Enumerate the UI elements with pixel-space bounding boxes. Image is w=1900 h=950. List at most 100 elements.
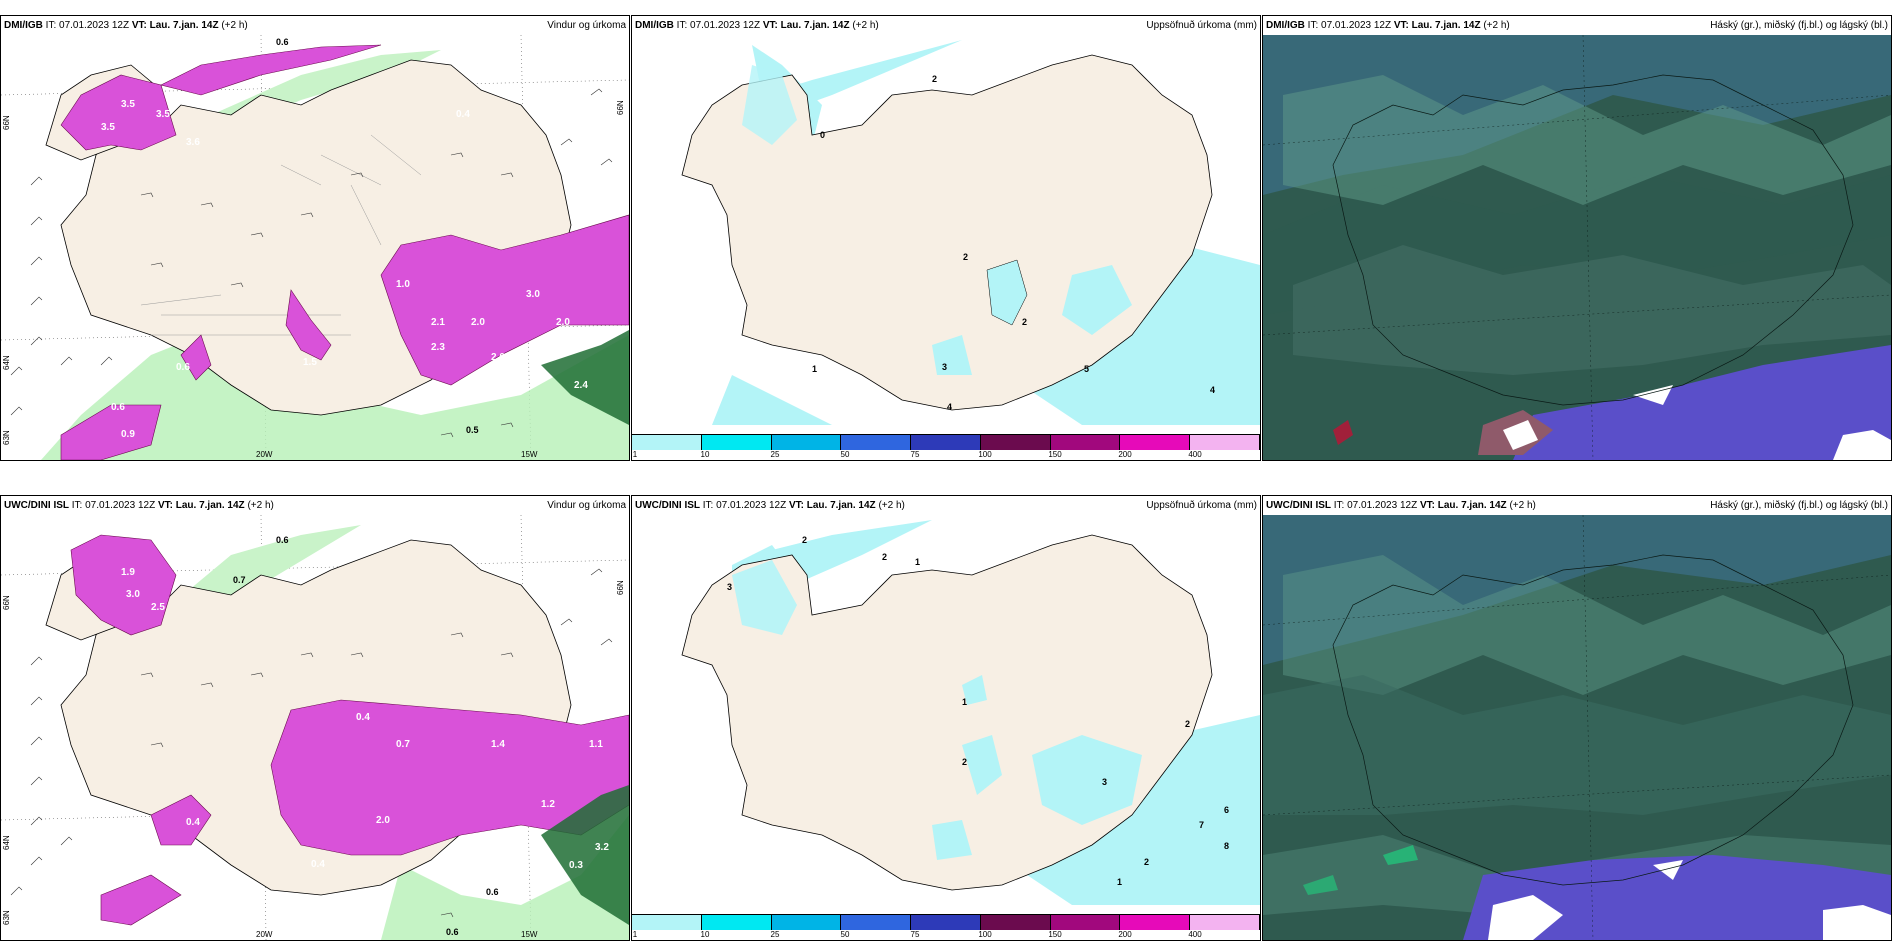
panel-uwc-wind-precip: UWC/DINI ISL IT: 07.01.2023 12Z VT: Lau.… <box>0 495 630 941</box>
panel-header: DMI/IGB IT: 07.01.2023 12Z VT: Lau. 7.ja… <box>1 16 629 35</box>
value-label: 4 <box>1210 385 1215 395</box>
init-time: 07.01.2023 12Z <box>690 20 761 31</box>
it-label: IT: <box>1307 20 1319 31</box>
precip-colorbar: 1 10 25 50 75 100 150 200 400 <box>632 914 1261 940</box>
lat-label: 63N <box>2 430 11 445</box>
colorbar-tick: 75 <box>910 450 920 459</box>
valid-time: Lau. 7.jan. 14Z <box>806 500 876 511</box>
value-label: 3.5 <box>156 109 170 120</box>
value-label: 3 <box>727 582 732 592</box>
value-label: 1.9 <box>121 567 135 578</box>
value-label: 1.2 <box>541 799 555 810</box>
panel-title: Háský (gr.), miðský (fj.bl.) og lágský (… <box>1710 20 1888 31</box>
colorbar-tick: 75 <box>910 930 920 939</box>
colorbar-tick: 200 <box>1118 930 1132 939</box>
value-label: 0.5 <box>466 425 479 435</box>
colorbar-tick: 50 <box>840 450 850 459</box>
lat-label: 66N <box>616 580 625 595</box>
colorbar-swatch <box>980 915 1051 930</box>
wind-precip-map: 3.0 0.3 0.6 3.5 3.5 3.6 3.5 0.4 1.0 2.1 … <box>1 35 629 460</box>
value-label: 0.4 <box>186 817 200 828</box>
colorbar-swatch <box>980 435 1051 450</box>
vt-label: VT: <box>1419 500 1435 511</box>
panel-header: DMI/IGB IT: 07.01.2023 12Z VT: Lau. 7.ja… <box>1263 16 1891 35</box>
value-label: 4 <box>947 402 952 412</box>
lat-label: 63N <box>2 910 11 925</box>
wind-barbs <box>10 568 613 918</box>
value-label: 0.3 <box>569 860 583 871</box>
panel-title: Háský (gr.), miðský (fj.bl.) og lágský (… <box>1710 500 1888 511</box>
colorbar-swatch <box>632 435 702 450</box>
lon-label: 20W <box>256 450 273 459</box>
wind-barbs <box>10 88 613 438</box>
vt-label: VT: <box>762 20 778 31</box>
value-label: 0.6 <box>276 37 289 47</box>
value-label: 2.4 <box>574 380 588 391</box>
init-time: 07.01.2023 12Z <box>1321 20 1392 31</box>
value-label: 0.3 <box>19 42 33 53</box>
colorbar-swatch <box>1050 435 1121 450</box>
value-label: 5 <box>1084 364 1089 374</box>
value-label: 0.6 <box>111 402 125 413</box>
lat-label: 66N <box>2 115 11 130</box>
lead-time: (+2 h) <box>1509 500 1536 511</box>
colorbar-tick: 10 <box>700 930 710 939</box>
colorbar-tick: 10 <box>700 450 710 459</box>
purple-cloud-area <box>1463 855 1891 940</box>
colorbar-swatch <box>701 915 772 930</box>
colorbar-tick: 100 <box>978 450 992 459</box>
value-label: 3 <box>1102 777 1107 787</box>
colorbar-swatch <box>911 435 981 450</box>
accum-precip-map: 2 0 2 2 3 5 1 4 4 <box>632 35 1260 435</box>
iceland-outline <box>1332 74 1854 406</box>
model-name: DMI/IGB <box>4 20 43 31</box>
value-label: 3 <box>942 362 947 372</box>
colorbar-swatch <box>771 915 842 930</box>
lon-label: 15W <box>521 450 538 459</box>
model-name: DMI/IGB <box>635 20 674 31</box>
colorbar-swatch <box>1050 915 1121 930</box>
value-label: 2.0 <box>556 317 570 328</box>
it-label: IT: <box>45 20 57 31</box>
value-label: 2 <box>962 757 967 767</box>
value-label: 2.0 <box>376 815 390 826</box>
colorbar-tick: 150 <box>1048 930 1062 939</box>
lead-time: (+2 h) <box>852 20 879 31</box>
lead-time: (+2 h) <box>1483 20 1510 31</box>
colorbar-tick: 25 <box>770 930 780 939</box>
model-name: UWC/DINI ISL <box>635 500 700 511</box>
colorbar-swatch <box>771 435 842 450</box>
value-label: 0.4 <box>166 902 180 913</box>
value-label: 3.0 <box>19 42 33 53</box>
precip-colorbar: 1 10 25 50 75 100 150 200 400 <box>632 434 1261 460</box>
colorbar-swatch <box>1190 915 1261 930</box>
lon-label: 20W <box>256 930 273 939</box>
value-label: 3.2 <box>595 842 609 853</box>
value-label: 1.0 <box>396 279 410 290</box>
lead-time: (+2 h) <box>221 20 248 31</box>
vt-label: VT: <box>1393 20 1409 31</box>
panel-header: UWC/DINI ISL IT: 07.01.2023 12Z VT: Lau.… <box>1263 496 1891 515</box>
model-name: UWC/DINI ISL <box>4 500 69 511</box>
it-label: IT: <box>676 20 688 31</box>
init-time: 07.01.2023 12Z <box>85 500 156 511</box>
colorbar-swatch <box>701 435 772 450</box>
value-label: 2 <box>1185 719 1190 729</box>
value-label: 3.0 <box>526 289 540 300</box>
value-label: 0.4 <box>311 859 325 870</box>
value-label: 0.6 <box>486 887 499 897</box>
colorbar-swatch <box>1190 435 1261 450</box>
model-name: DMI/IGB <box>1266 20 1305 31</box>
init-time: 07.01.2023 12Z <box>59 20 130 31</box>
value-label: 0 <box>820 130 825 140</box>
valid-time: Lau. 7.jan. 14Z <box>1411 20 1481 31</box>
init-time: 07.01.2023 12Z <box>716 500 787 511</box>
value-label: 0.6 <box>276 535 289 545</box>
value-label: 7 <box>1199 820 1204 830</box>
panel-uwc-clouds: UWC/DINI ISL IT: 07.01.2023 12Z VT: Lau.… <box>1262 495 1892 941</box>
vt-label: VT: <box>131 20 147 31</box>
magenta-precip-east <box>380 214 629 386</box>
value-label: 2 <box>1144 857 1149 867</box>
valid-time: Lau. 7.jan. 14Z <box>780 20 850 31</box>
value-label: 0.6 <box>176 362 190 373</box>
